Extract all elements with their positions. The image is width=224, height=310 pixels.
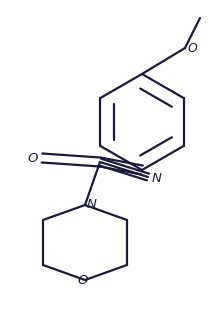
Text: O: O bbox=[188, 42, 198, 55]
Text: O: O bbox=[78, 273, 88, 286]
Text: N: N bbox=[152, 172, 162, 185]
Text: O: O bbox=[28, 152, 38, 165]
Text: N: N bbox=[87, 198, 97, 211]
